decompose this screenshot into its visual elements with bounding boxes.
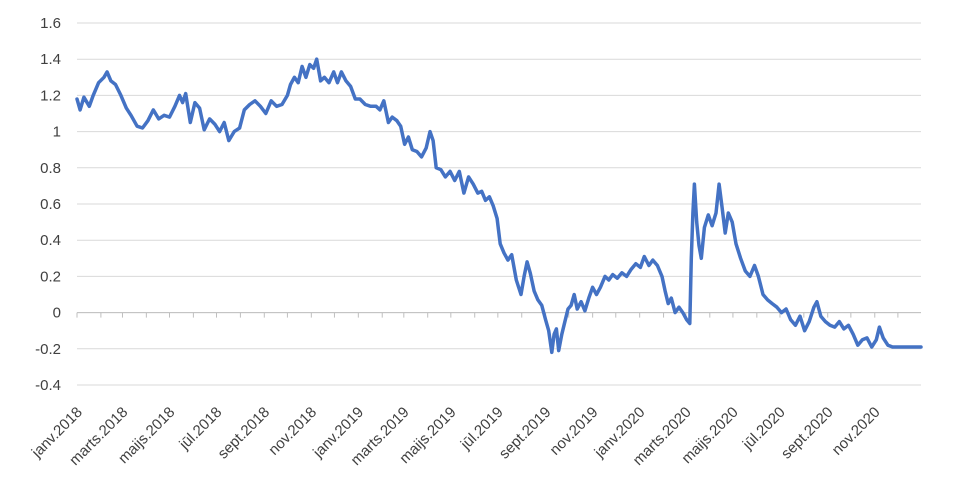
y-tick-label: 1.6 <box>40 15 61 32</box>
y-tick-label: 0 <box>53 305 61 322</box>
y-tick-label: 0.4 <box>40 232 61 249</box>
y-tick-label: 1.2 <box>40 87 61 104</box>
x-axis-tick-labels: janv.2018marts.2018maijs.2018jūl.2018sep… <box>28 404 884 469</box>
x-axis <box>76 312 921 318</box>
y-tick-label: 0.6 <box>40 196 61 213</box>
gridlines <box>77 22 921 386</box>
y-tick-label: -0.4 <box>35 377 61 394</box>
x-tick-label: sept.2018 <box>215 404 274 463</box>
y-tick-label: 1 <box>53 124 61 141</box>
y-tick-label: -0.2 <box>35 341 61 358</box>
y-tick-label: 0.2 <box>40 268 61 285</box>
y-axis-tick-labels: -0.4 -0.2 0 0.2 0.4 0.6 0.8 1 1.2 1.4 1.6 <box>35 15 61 394</box>
y-tick-label: 1.4 <box>40 51 61 68</box>
x-tick-label: nov.2020 <box>829 404 884 459</box>
x-tick-label: sept.2019 <box>496 404 555 463</box>
series-line <box>75 57 923 355</box>
series-group <box>75 57 923 355</box>
x-tick-label: sept.2020 <box>778 404 837 463</box>
y-tick-label: 0.8 <box>40 160 61 177</box>
